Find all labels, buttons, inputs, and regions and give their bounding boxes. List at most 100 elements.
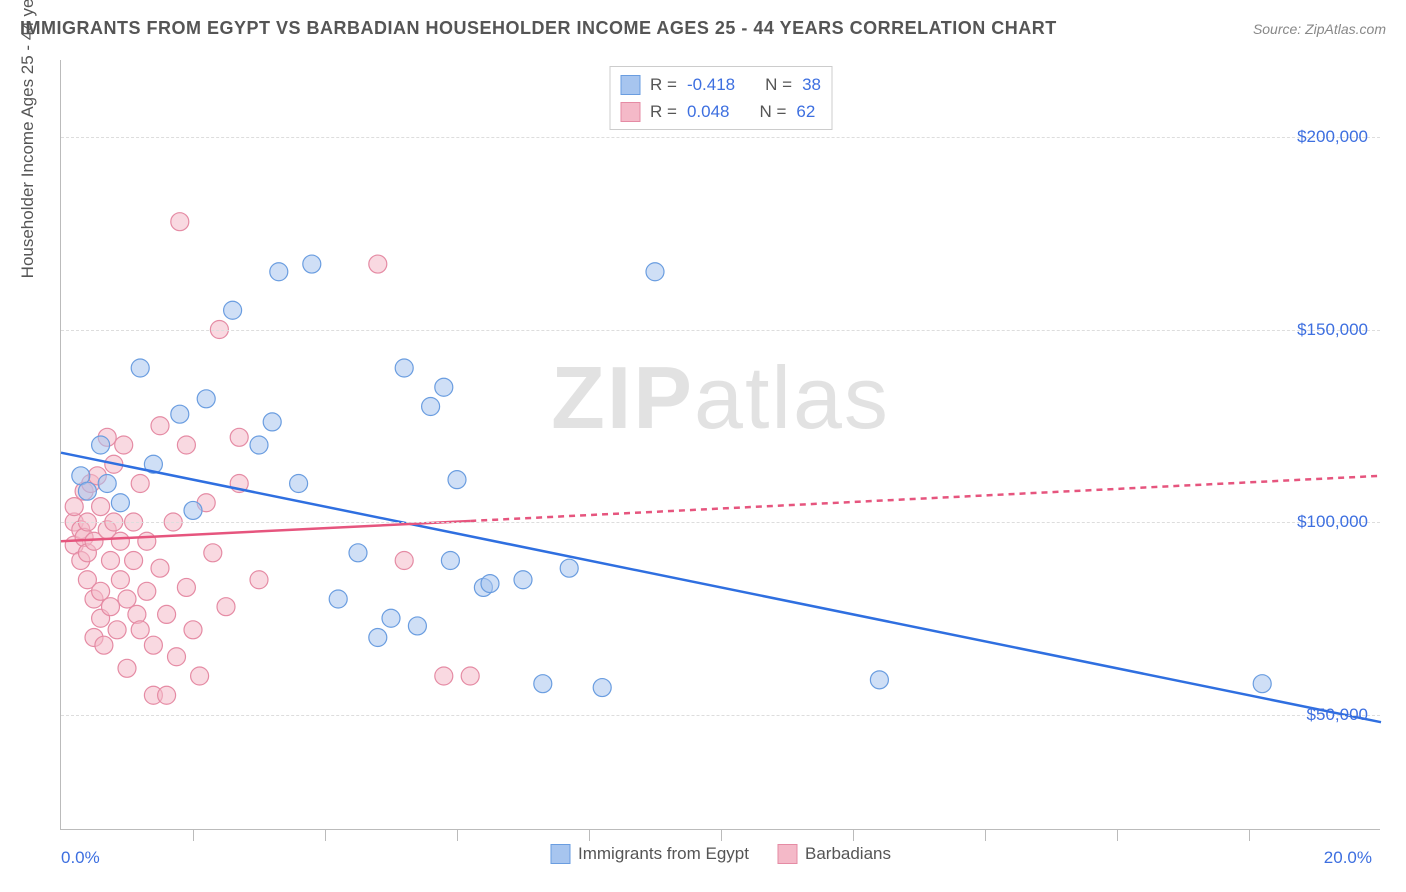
legend-correlation: R =-0.418N =38R =0.048N =62 bbox=[609, 66, 832, 130]
tick-v bbox=[1117, 829, 1118, 841]
scatter-point bbox=[92, 582, 110, 600]
y-tick-label: $100,000 bbox=[1297, 512, 1368, 532]
legend-swatch bbox=[620, 75, 640, 95]
scatter-point bbox=[369, 629, 387, 647]
scatter-point bbox=[514, 571, 532, 589]
scatter-point bbox=[158, 605, 176, 623]
scatter-point bbox=[92, 436, 110, 454]
scatter-point bbox=[151, 559, 169, 577]
scatter-point bbox=[102, 552, 120, 570]
scatter-point bbox=[395, 359, 413, 377]
legend-r-value: -0.418 bbox=[687, 71, 735, 98]
tick-v bbox=[193, 829, 194, 841]
scatter-point bbox=[131, 359, 149, 377]
x-tick-right: 20.0% bbox=[1324, 848, 1372, 868]
scatter-point bbox=[481, 575, 499, 593]
scatter-point bbox=[422, 398, 440, 416]
legend-row: R =-0.418N =38 bbox=[620, 71, 821, 98]
scatter-point bbox=[349, 544, 367, 562]
y-tick-label: $50,000 bbox=[1307, 705, 1368, 725]
scatter-point bbox=[168, 648, 186, 666]
scatter-point bbox=[290, 475, 308, 493]
tick-v bbox=[985, 829, 986, 841]
scatter-point bbox=[177, 436, 195, 454]
scatter-point bbox=[78, 482, 96, 500]
legend-n-value: 38 bbox=[802, 71, 821, 98]
legend-series: Immigrants from Egypt Barbadians bbox=[550, 844, 891, 864]
scatter-point bbox=[217, 598, 235, 616]
legend-swatch bbox=[620, 102, 640, 122]
legend-item: Barbadians bbox=[777, 844, 891, 864]
scatter-point bbox=[250, 571, 268, 589]
legend-swatch bbox=[550, 844, 570, 864]
legend-r-label: R = bbox=[650, 98, 677, 125]
legend-swatch bbox=[777, 844, 797, 864]
y-axis-title: Householder Income Ages 25 - 44 years bbox=[18, 0, 38, 278]
tick-v bbox=[853, 829, 854, 841]
scatter-point bbox=[263, 413, 281, 431]
scatter-point bbox=[118, 659, 136, 677]
scatter-point bbox=[177, 578, 195, 596]
scatter-point bbox=[158, 686, 176, 704]
x-tick-left: 0.0% bbox=[61, 848, 100, 868]
scatter-point bbox=[108, 621, 126, 639]
scatter-point bbox=[534, 675, 552, 693]
legend-n-label: N = bbox=[759, 98, 786, 125]
scatter-point bbox=[111, 571, 129, 589]
scatter-point bbox=[197, 390, 215, 408]
legend-item: Immigrants from Egypt bbox=[550, 844, 749, 864]
scatter-point bbox=[111, 494, 129, 512]
scatter-point bbox=[395, 552, 413, 570]
legend-item-label: Immigrants from Egypt bbox=[578, 844, 749, 864]
chart-title: IMMIGRANTS FROM EGYPT VS BARBADIAN HOUSE… bbox=[20, 18, 1057, 39]
scatter-point bbox=[98, 475, 116, 493]
scatter-point bbox=[184, 621, 202, 639]
y-tick-label: $150,000 bbox=[1297, 320, 1368, 340]
scatter-point bbox=[224, 301, 242, 319]
scatter-point bbox=[115, 436, 133, 454]
scatter-point bbox=[250, 436, 268, 454]
y-tick-label: $200,000 bbox=[1297, 127, 1368, 147]
tick-v bbox=[325, 829, 326, 841]
scatter-point bbox=[118, 590, 136, 608]
scatter-point bbox=[138, 582, 156, 600]
scatter-point bbox=[382, 609, 400, 627]
scatter-point bbox=[408, 617, 426, 635]
scatter-point bbox=[441, 552, 459, 570]
scatter-point bbox=[303, 255, 321, 273]
scatter-point bbox=[1253, 675, 1271, 693]
gridline-h bbox=[61, 715, 1380, 716]
scatter-point bbox=[65, 498, 83, 516]
scatter-point bbox=[138, 532, 156, 550]
legend-r-value: 0.048 bbox=[687, 98, 730, 125]
plot-area: ZIPatlas R =-0.418N =38R =0.048N =62 $50… bbox=[60, 60, 1380, 830]
source-label: Source: ZipAtlas.com bbox=[1253, 21, 1386, 37]
scatter-point bbox=[95, 636, 113, 654]
scatter-point bbox=[560, 559, 578, 577]
scatter-point bbox=[184, 501, 202, 519]
scatter-point bbox=[435, 378, 453, 396]
scatter-point bbox=[593, 679, 611, 697]
legend-row: R =0.048N =62 bbox=[620, 98, 821, 125]
scatter-point bbox=[461, 667, 479, 685]
scatter-point bbox=[92, 498, 110, 516]
scatter-point bbox=[369, 255, 387, 273]
scatter-point bbox=[151, 417, 169, 435]
scatter-point bbox=[435, 667, 453, 685]
scatter-point bbox=[131, 621, 149, 639]
scatter-point bbox=[111, 532, 129, 550]
gridline-h bbox=[61, 137, 1380, 138]
scatter-point bbox=[270, 263, 288, 281]
scatter-point bbox=[131, 475, 149, 493]
scatter-point bbox=[125, 552, 143, 570]
scatter-point bbox=[230, 428, 248, 446]
scatter-point bbox=[448, 471, 466, 489]
tick-v bbox=[721, 829, 722, 841]
gridline-h bbox=[61, 330, 1380, 331]
legend-n-label: N = bbox=[765, 71, 792, 98]
scatter-point bbox=[204, 544, 222, 562]
scatter-point bbox=[329, 590, 347, 608]
scatter-point bbox=[171, 405, 189, 423]
tick-v bbox=[1249, 829, 1250, 841]
scatter-point bbox=[870, 671, 888, 689]
